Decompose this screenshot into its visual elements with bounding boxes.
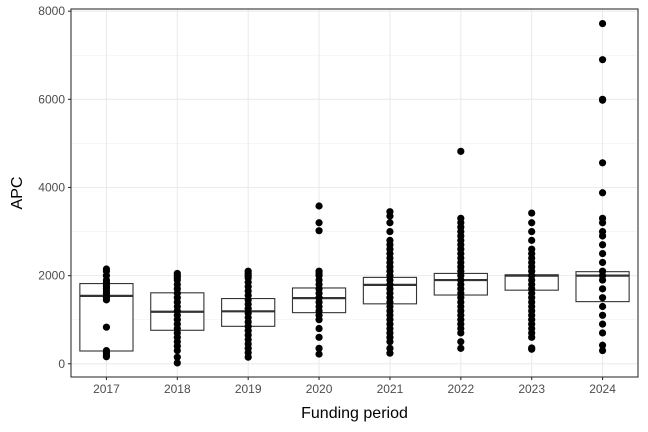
data-point-2018: [173, 269, 181, 278]
data-point-2020: [315, 227, 323, 235]
data-point-2020: [315, 202, 323, 210]
data-point-2020: [315, 333, 323, 341]
y-tick-label: 0: [58, 357, 65, 371]
data-point-2017: [102, 323, 111, 331]
data-point-2021: [386, 227, 394, 236]
data-point-2024: [598, 227, 607, 236]
data-point-2024: [598, 302, 607, 311]
data-point-2024: [598, 214, 607, 222]
data-point-2020: [315, 324, 323, 333]
data-point-2017: [102, 346, 111, 355]
x-tick-label: 2021: [377, 382, 404, 396]
data-point-2018: [173, 359, 181, 367]
data-point-2021: [386, 208, 394, 216]
data-point-2024: [598, 320, 607, 328]
data-point-2021: [386, 219, 394, 227]
data-point-2022: [457, 344, 465, 352]
data-point-2024: [598, 249, 607, 258]
data-point-2024: [598, 159, 607, 167]
y-tick-label: 8000: [38, 4, 65, 18]
data-point-2024: [598, 267, 607, 275]
x-axis: 2017 2018 2019 2020 2021 2022 2023 2024: [93, 377, 616, 396]
data-point-2022: [457, 338, 465, 346]
data-point-2021: [386, 236, 394, 244]
data-point-2024: [598, 311, 607, 319]
data-point-2023: [528, 236, 536, 244]
data-point-2023: [528, 219, 536, 227]
x-tick-label: 2023: [518, 382, 545, 396]
x-tick-label: 2024: [589, 382, 616, 396]
data-points: [102, 19, 607, 367]
data-point-2024: [598, 329, 607, 337]
x-tick-label: 2019: [235, 382, 262, 396]
data-point-2019: [244, 267, 252, 275]
y-axis: 0 2000 4000 6000 8000: [38, 4, 71, 371]
x-axis-title: Funding period: [301, 405, 408, 422]
x-tick-label: 2022: [447, 382, 474, 396]
data-point-2018: [173, 353, 181, 361]
data-point-2024: [598, 56, 607, 64]
data-point-2023: [528, 209, 536, 217]
x-tick-label: 2018: [164, 382, 191, 396]
data-point-2024: [598, 19, 607, 28]
data-point-2024: [598, 285, 607, 293]
data-point-2020: [315, 219, 323, 227]
x-tick-label: 2017: [93, 382, 120, 396]
data-point-2024: [598, 341, 607, 349]
data-point-2021: [386, 344, 394, 352]
data-point-2024: [598, 189, 607, 197]
y-tick-label: 2000: [38, 269, 65, 283]
data-point-2024: [598, 95, 607, 103]
y-tick-label: 6000: [38, 92, 65, 106]
x-tick-label: 2020: [306, 382, 333, 396]
data-point-2024: [598, 241, 607, 249]
data-point-2020: [315, 350, 323, 358]
data-point-2022: [457, 214, 465, 222]
data-point-2022: [457, 147, 465, 155]
data-point-2020: [315, 344, 323, 352]
data-point-2020: [315, 267, 323, 275]
y-tick-label: 4000: [38, 180, 65, 194]
data-point-2017: [102, 265, 111, 273]
data-point-2023: [528, 344, 536, 352]
data-point-2024: [598, 346, 607, 355]
y-axis-title: APC: [9, 177, 26, 210]
data-point-2024: [598, 294, 607, 302]
data-point-2023: [528, 227, 536, 236]
data-point-2023: [528, 245, 536, 253]
data-point-2024: [598, 258, 607, 267]
panel-border: [70, 8, 639, 378]
